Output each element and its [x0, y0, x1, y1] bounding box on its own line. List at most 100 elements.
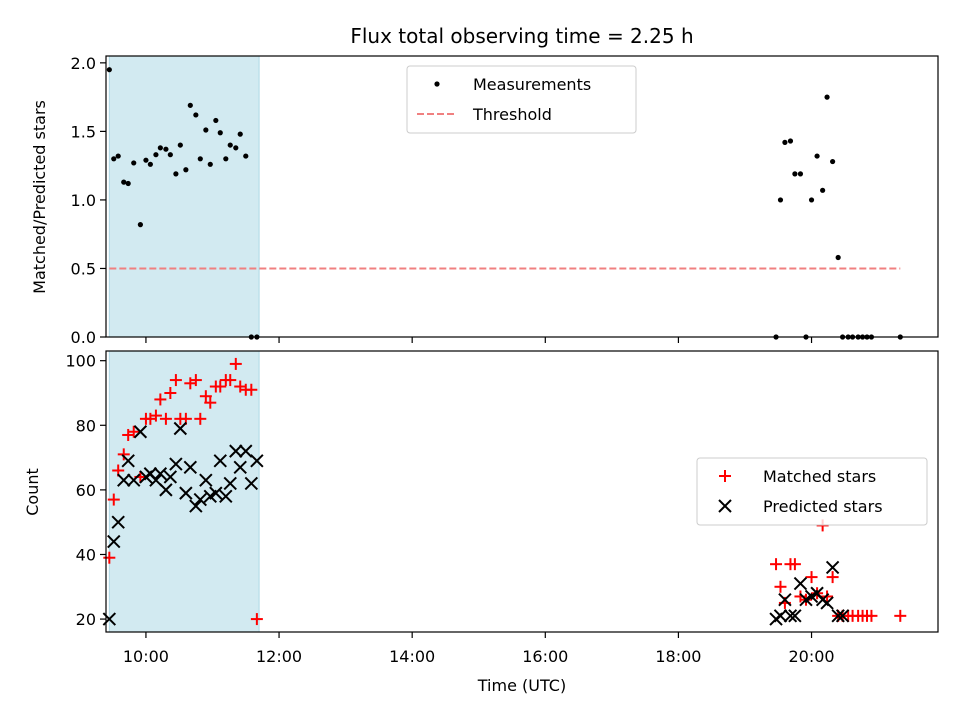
x-tick-label: 10:00 — [123, 647, 169, 666]
predicted-star-point — [773, 609, 788, 623]
predicted-star-point — [229, 444, 243, 458]
matched-star-point — [149, 409, 162, 422]
measurement-point — [217, 130, 223, 136]
top-legend: Measurements Threshold — [406, 65, 637, 134]
top-y-tick-label: 1.0 — [71, 191, 96, 210]
predicted-star-point — [831, 609, 845, 623]
matched-star-point — [194, 412, 207, 425]
predicted-star-point — [153, 467, 168, 481]
matched-star-point — [214, 380, 227, 393]
top-y-tick-label: 0.5 — [71, 259, 96, 278]
measurement-point — [193, 112, 199, 118]
measurement-point — [213, 117, 219, 124]
top-y-axis-label: Matched/Predicted stars — [30, 100, 49, 294]
predicted-star-point — [825, 560, 840, 575]
measurement-point — [223, 156, 229, 162]
predicted-star-point — [219, 489, 233, 504]
measurement-point — [183, 167, 189, 173]
x-tick-label: 12:00 — [256, 647, 302, 666]
legend-matched-label: Matched stars — [763, 467, 876, 486]
measurement-point — [777, 197, 784, 203]
measurement-point — [808, 197, 815, 203]
x-tick-label: 18:00 — [655, 647, 701, 666]
predicted-star-point — [163, 470, 178, 484]
measurement-point — [163, 146, 169, 152]
measurement-point — [115, 153, 121, 159]
measurement-point — [787, 138, 794, 144]
measurement-point — [824, 94, 830, 100]
measurement-point — [797, 171, 804, 177]
measurement-point — [197, 156, 203, 162]
matched-star-point — [805, 571, 818, 584]
matched-star-point — [229, 357, 242, 370]
bottom-y-tick-label: 100 — [65, 352, 96, 371]
matched-star-point — [117, 448, 130, 461]
matched-star-point — [169, 374, 182, 387]
bottom-y-tick-label: 20 — [76, 610, 96, 629]
predicted-star-point — [173, 421, 188, 436]
top-plot-frame — [105, 55, 939, 338]
measurement-point — [835, 254, 841, 261]
predicted-star-point — [102, 612, 117, 626]
legend-measurements-marker — [434, 81, 440, 87]
top-legend-box — [406, 65, 637, 134]
measurement-point — [830, 158, 836, 165]
predicted-star-point — [169, 457, 183, 471]
matched-star-point — [127, 425, 140, 438]
matched-star-point — [103, 551, 116, 564]
matched-star-point — [245, 383, 258, 396]
bottom-y-tick-label: 40 — [76, 545, 96, 564]
matched-star-point — [159, 412, 172, 425]
bottom-panel: 20 40 60 80 100 10:00 12:00 14:00 16:00 18:00 20:… — [23, 350, 939, 695]
predicted-star-point — [820, 596, 834, 610]
predicted-star-point — [121, 454, 135, 468]
top-y-tick-label: 2.0 — [71, 54, 96, 73]
measurement-point — [233, 145, 239, 151]
matched-star-point — [204, 396, 217, 409]
top-chart-title: Flux total observing time = 2.25 h — [350, 24, 693, 48]
matched-star-point — [826, 571, 839, 584]
legend-threshold-label: Threshold — [472, 105, 552, 124]
matched-star-point — [164, 386, 177, 399]
matched-star-point — [224, 374, 237, 387]
measurement-point — [227, 142, 233, 148]
bottom-y-tick-label: 80 — [76, 416, 96, 435]
bottom-legend: Matched stars Predicted stars — [696, 457, 928, 526]
predicted-star-point — [783, 609, 798, 623]
predicted-star-point — [127, 473, 141, 487]
matched-star-point — [774, 580, 787, 593]
matched-star-point — [250, 613, 263, 626]
predicted-star-point — [239, 444, 253, 458]
x-tick-label: 20:00 — [788, 647, 834, 666]
top-y-tick-label: 1.5 — [71, 122, 96, 141]
measurement-point — [207, 161, 213, 167]
predicted-star-point — [117, 473, 131, 487]
measurement-point — [187, 102, 193, 108]
measurement-point — [153, 152, 159, 158]
predicted-star-point — [133, 425, 148, 439]
measurement-point — [237, 131, 243, 137]
measurement-point — [137, 222, 143, 228]
matched-star-point — [865, 609, 878, 622]
legend-predicted-marker — [718, 499, 732, 513]
predicted-star-point — [213, 454, 227, 468]
x-tick-label: 14:00 — [389, 647, 435, 666]
predicted-star-point — [233, 460, 247, 474]
predicted-star-point — [788, 609, 802, 623]
measurement-point — [173, 171, 179, 177]
legend-predicted-label: Predicted stars — [763, 497, 883, 516]
measurement-point — [147, 161, 153, 167]
top-y-tick-label: 0.0 — [71, 328, 96, 347]
predicted-star-point — [793, 576, 808, 591]
measurement-point — [121, 179, 127, 185]
predicted-star-point — [778, 592, 792, 607]
predicted-star-point — [250, 454, 264, 468]
bottom-legend-box — [696, 457, 928, 526]
matched-star-point — [770, 558, 783, 571]
x-axis-label: Time (UTC) — [477, 676, 566, 695]
measurement-point — [106, 67, 112, 73]
matched-star-point — [154, 393, 167, 406]
legend-measurements-label: Measurements — [473, 75, 591, 94]
matched-star-point — [894, 609, 907, 622]
